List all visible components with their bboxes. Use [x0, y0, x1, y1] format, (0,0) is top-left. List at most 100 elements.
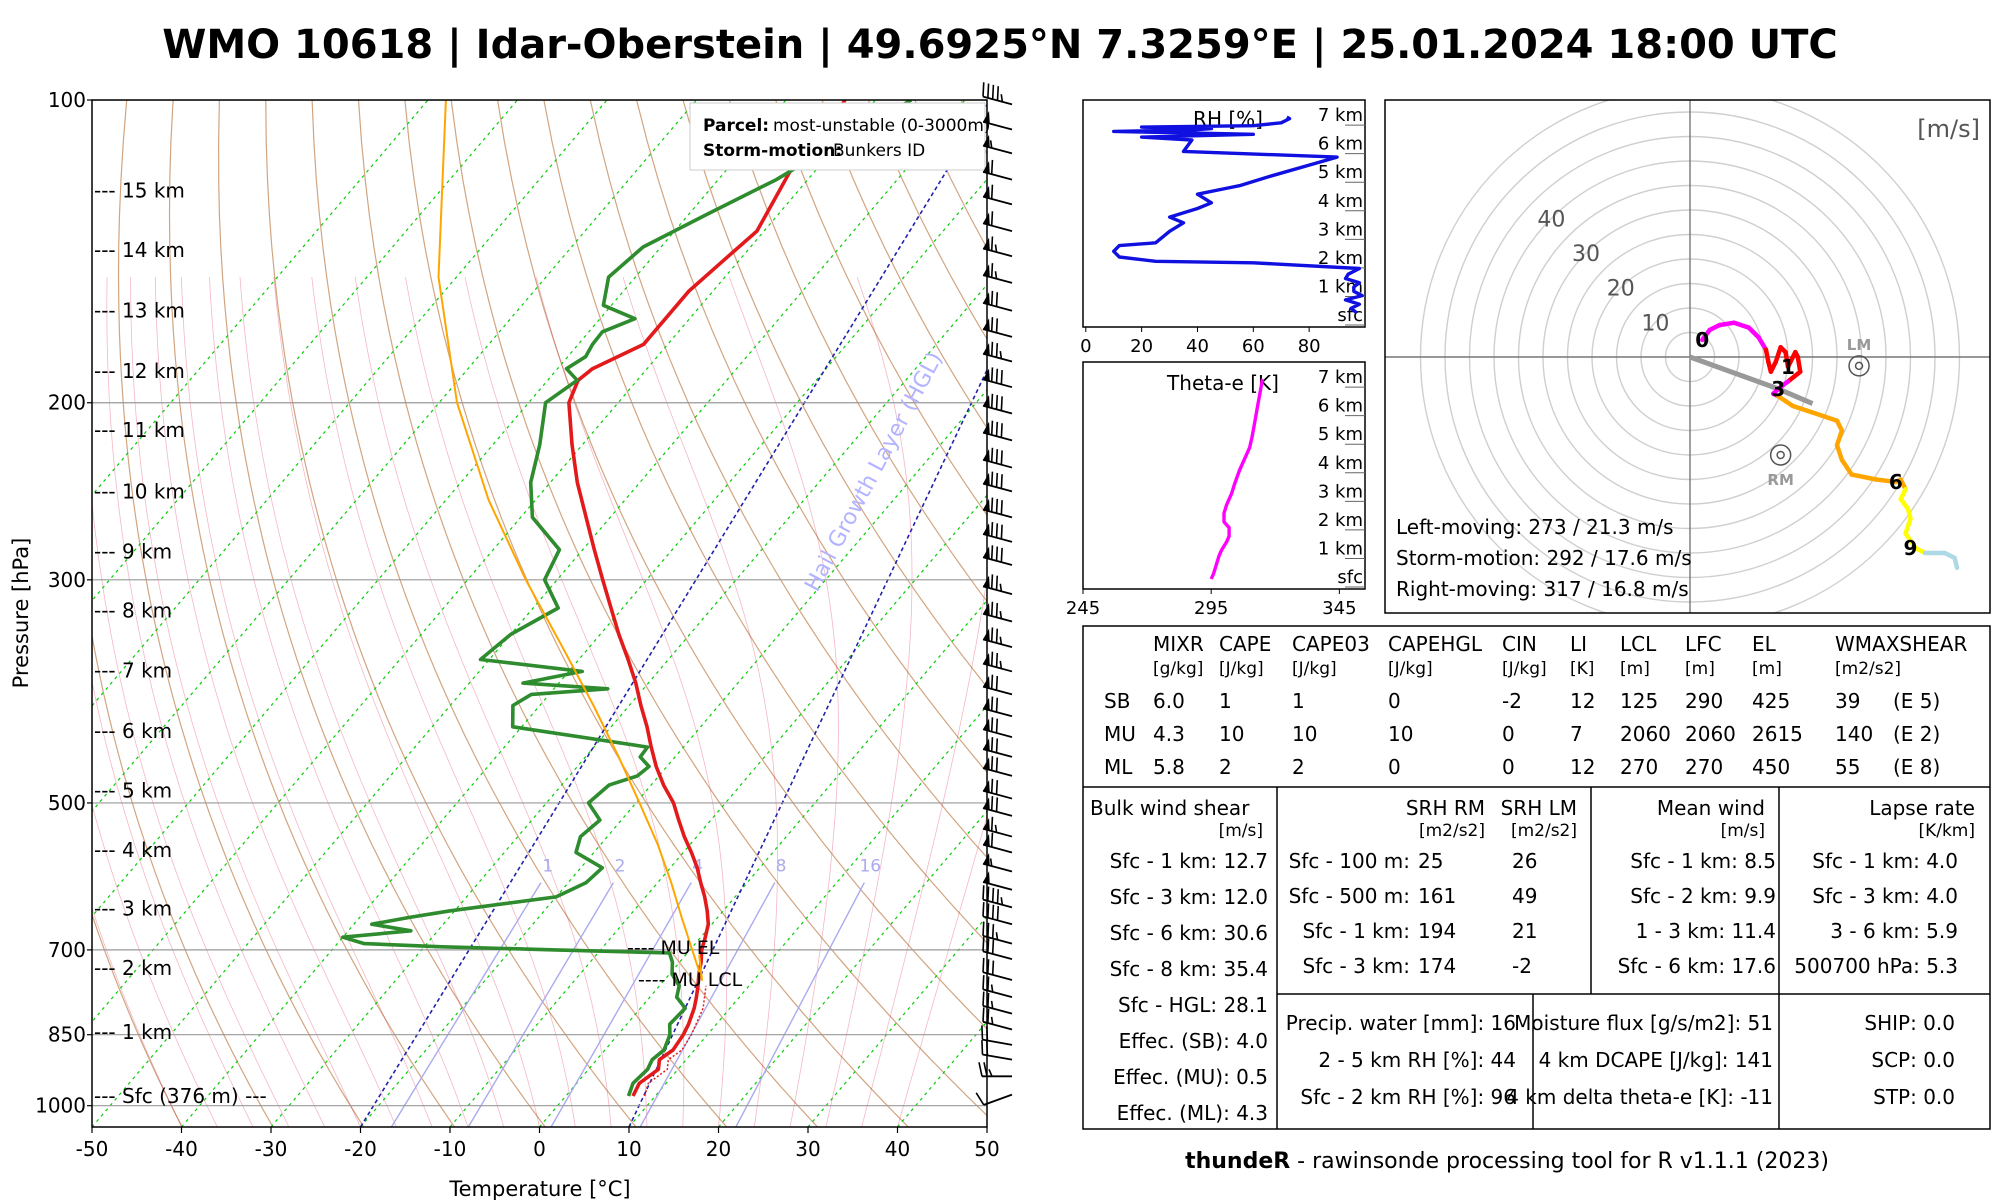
barb-feather	[997, 369, 998, 383]
barb-feather	[992, 160, 993, 174]
parameter-tables: MIXR[g/kg]CAPE[J/kg]CAPE03[J/kg]CAPEHGL[…	[1083, 626, 1990, 1129]
param-cell: 39	[1835, 689, 1860, 713]
height-label: --- 6 km	[94, 719, 172, 743]
profile-height-label: 6 km	[1318, 396, 1363, 417]
legend-parcel-value: most-unstable (0-3000m)	[773, 116, 991, 136]
param-unit: [m]	[1620, 659, 1650, 679]
param-cell: 6.0	[1153, 689, 1185, 713]
param-cell: 10	[1219, 722, 1244, 746]
height-label: --- 13 km	[94, 299, 185, 323]
profile-x-tick-label: 295	[1194, 598, 1228, 619]
profile-x-tick-label: 40	[1186, 336, 1209, 357]
skewt-xlabel: Temperature [°C]	[448, 1177, 630, 1200]
barb-feather	[992, 627, 993, 641]
temperature-tick-label: 50	[974, 1137, 999, 1161]
shear-row: Effec. (MU): 0.5	[1113, 1065, 1268, 1089]
param-cell: 1	[1292, 689, 1305, 713]
hodograph-segment	[1734, 323, 1749, 328]
barb-staff	[984, 1095, 1012, 1105]
moist-adiabat	[898, 277, 1110, 1127]
barb-feather	[1001, 525, 1002, 539]
srh-rm-value: 194	[1418, 919, 1456, 943]
height-label: --- 3 km	[94, 897, 172, 921]
profile-height-label: 7 km	[1318, 367, 1363, 388]
composite-index: STP: 0.0	[1873, 1085, 1955, 1109]
barb-feather	[997, 629, 998, 643]
barb-feather	[1001, 897, 1002, 905]
param-header: LFC	[1685, 632, 1722, 656]
pressure-tick-label: 700	[48, 938, 86, 962]
storm-motion-marker	[1771, 445, 1791, 465]
barb-feather	[983, 82, 984, 96]
barb-feather	[983, 885, 984, 899]
height-label: --- 8 km	[94, 599, 172, 623]
param-unit: [J/kg]	[1292, 659, 1337, 679]
barb-feather	[979, 1062, 982, 1076]
barb-feather	[992, 833, 993, 847]
param-cell: 1	[1219, 689, 1232, 713]
moist-adiabat	[60, 277, 253, 1127]
barb-feather	[992, 779, 993, 793]
moist-adiabat	[155, 277, 396, 1127]
barb-feather	[997, 780, 998, 794]
barb-feather	[988, 887, 989, 901]
param-cell: 10	[1292, 722, 1317, 746]
barb-feather	[997, 343, 998, 357]
mean-wind-row: Sfc - 2 km: 9.9	[1630, 884, 1776, 908]
barb-feather	[1001, 474, 1002, 488]
barb-feather	[1001, 370, 1002, 384]
barb-feather	[992, 1001, 993, 1009]
param-header: LI	[1570, 632, 1587, 656]
barb-feather	[1001, 548, 1002, 562]
barb-feather	[988, 976, 989, 990]
barb-feather	[992, 342, 993, 356]
hodograph-ring-label: 40	[1537, 207, 1565, 232]
srh-lm-value: 26	[1512, 849, 1537, 873]
moist-adiabat	[107, 277, 325, 1127]
barb-feather	[1000, 637, 1001, 645]
barb-feather	[992, 697, 993, 711]
height-label: --- 9 km	[94, 539, 172, 563]
temperature-tick-label: 30	[795, 1137, 820, 1161]
profile-height-label: 1 km	[1318, 538, 1363, 559]
barb-feather	[992, 817, 993, 831]
param-cell: ML	[1104, 755, 1133, 779]
mixing-ratio-label: 16	[859, 857, 881, 877]
moist-adiabat	[406, 277, 647, 1127]
param-cell: 0	[1388, 689, 1401, 713]
hodograph-height-marker: 9	[1904, 536, 1918, 560]
barb-feather	[1001, 423, 1002, 437]
param-cell: 270	[1685, 755, 1723, 779]
hodograph-segment	[1793, 406, 1808, 411]
barb-feather	[992, 984, 993, 992]
temperature-tick-label: -30	[255, 1137, 288, 1161]
barb-feather	[1001, 450, 1002, 464]
dry-adiabat	[219, 100, 546, 1127]
barb-feather	[988, 923, 989, 937]
param-cell: 125	[1620, 689, 1658, 713]
barb-feather	[997, 395, 998, 409]
param-cell: 2060	[1685, 722, 1736, 746]
barb-feather	[997, 757, 998, 771]
motion-line: Storm-motion: 292 / 17.6 m/s	[1396, 546, 1692, 570]
param-cell: 425	[1752, 689, 1790, 713]
shear-row: Sfc - HGL: 28.1	[1118, 993, 1268, 1017]
temperature-tick-label: 10	[616, 1137, 641, 1161]
isotherm-line	[361, 100, 1234, 1127]
temperature-tick-label: 0	[533, 1137, 546, 1161]
srh-head: SRH LM	[1501, 796, 1577, 820]
param-cell: 12	[1570, 755, 1595, 779]
param-cell: 4.3	[1153, 722, 1185, 746]
param-cell: 7	[1570, 722, 1583, 746]
barb-feather	[992, 522, 993, 536]
barb-feather	[992, 317, 993, 331]
srh-label: Sfc - 1 km:	[1302, 919, 1410, 943]
profile-height-label: sfc	[1337, 567, 1363, 588]
height-label: --- 5 km	[94, 779, 172, 803]
param-header: CIN	[1502, 632, 1537, 656]
